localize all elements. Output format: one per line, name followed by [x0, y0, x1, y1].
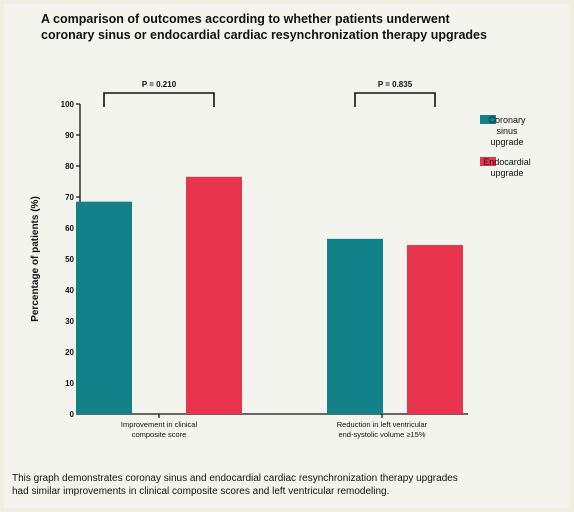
y-tick-label: 10 [65, 379, 74, 388]
caption-line-2: had similar improvements in clinical com… [12, 486, 390, 497]
bar-chart: 0 10 20 30 40 50 60 70 80 90 100 Percentage of pati… [30, 80, 531, 439]
y-tick-label: 50 [65, 255, 74, 264]
p-value-annotation: P = 0.210 [142, 80, 177, 89]
x-category-label: Improvement in clinical [121, 420, 198, 429]
y-tick-label: 20 [65, 348, 74, 357]
chart-title-line-2: coronary sinus or endocardial cardiac re… [41, 28, 487, 42]
figure-caption: This graph demonstrates coronay sinus an… [12, 472, 568, 498]
bar-endocardial-1 [186, 176, 242, 414]
y-tick-label: 90 [65, 131, 74, 140]
legend-label: sinus [496, 126, 518, 136]
y-tick-label: 0 [70, 410, 75, 419]
bar-coronary-sinus-1 [76, 201, 132, 414]
y-tick-label: 60 [65, 224, 74, 233]
significance-bracket [103, 92, 215, 107]
y-tick-label: 40 [65, 286, 74, 295]
p-value-annotation: P = 0.835 [378, 80, 413, 89]
y-axis-title: Percentage of patients (%) [30, 196, 41, 322]
chart-title: A comparison of outcomes according to wh… [41, 11, 571, 43]
legend-swatch-endocardial [480, 157, 496, 166]
y-tick-label: 80 [65, 162, 74, 171]
y-tick-label: 30 [65, 317, 74, 326]
caption-line-1: This graph demonstrates coronay sinus an… [12, 473, 458, 484]
x-category-label: Reduction in left ventricular [337, 420, 428, 429]
bar-coronary-sinus-2 [327, 238, 383, 414]
legend-label: upgrade [490, 168, 523, 178]
chart-title-line-1: A comparison of outcomes according to wh… [41, 12, 450, 26]
legend-label: Coronary [488, 115, 526, 125]
x-category-label: end-systolic volume ≥15% [338, 430, 425, 439]
significance-bracket [354, 92, 436, 107]
bar-endocardial-2 [407, 245, 463, 414]
legend-label: upgrade [490, 137, 523, 147]
legend-swatch-coronary-sinus [480, 115, 496, 124]
y-tick-label: 70 [65, 193, 74, 202]
x-category-label: composite score [132, 430, 187, 439]
legend-label: Endocardial [483, 157, 531, 167]
y-tick-label: 100 [61, 100, 75, 109]
